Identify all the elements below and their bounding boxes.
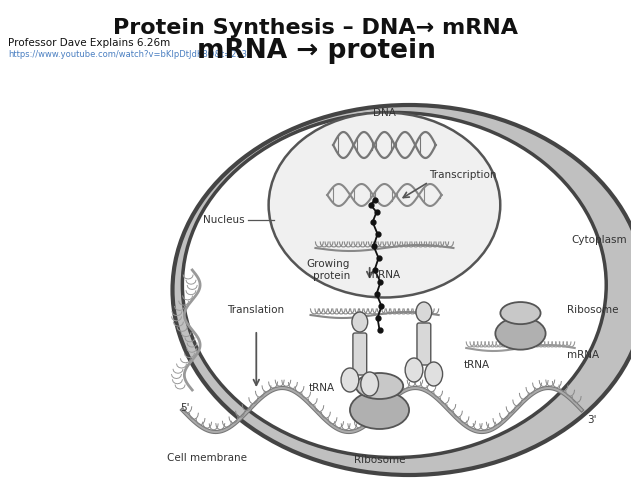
Ellipse shape [341,368,359,392]
Text: mRNA: mRNA [567,350,599,360]
Text: Cell membrane: Cell membrane [167,453,247,463]
Text: 5': 5' [180,403,190,413]
Ellipse shape [495,317,546,349]
Text: DNA: DNA [373,108,396,118]
Text: Protein Synthesis – DNA→ mRNA: Protein Synthesis – DNA→ mRNA [113,18,518,38]
FancyBboxPatch shape [353,333,367,375]
Ellipse shape [269,112,500,298]
Ellipse shape [352,312,368,332]
Text: Growing
protein: Growing protein [307,259,350,281]
FancyBboxPatch shape [417,323,431,365]
Ellipse shape [350,391,409,429]
Text: mRNA → protein: mRNA → protein [197,38,436,64]
Text: Ribosome: Ribosome [354,455,405,465]
Ellipse shape [356,373,403,399]
Ellipse shape [416,302,432,322]
Text: Cytoplasm: Cytoplasm [572,235,627,245]
Ellipse shape [182,112,606,457]
Text: https://www.youtube.com/watch?v=bKIpDtJdK8Q&t=293s: https://www.youtube.com/watch?v=bKIpDtJd… [8,50,252,59]
Ellipse shape [173,105,640,475]
Ellipse shape [405,358,423,382]
Text: Nucleus: Nucleus [203,215,244,225]
Text: Translation: Translation [227,305,284,315]
Text: 3': 3' [587,415,596,425]
Text: Transcription: Transcription [429,170,496,180]
Text: tRNA: tRNA [463,360,490,370]
Text: Ribosome: Ribosome [567,305,618,315]
Ellipse shape [425,362,443,386]
Ellipse shape [361,372,378,396]
Ellipse shape [500,302,541,324]
Text: Professor Dave Explains 6.26m: Professor Dave Explains 6.26m [8,38,170,48]
Text: mRNA: mRNA [369,270,401,280]
Text: tRNA: tRNA [309,383,335,393]
